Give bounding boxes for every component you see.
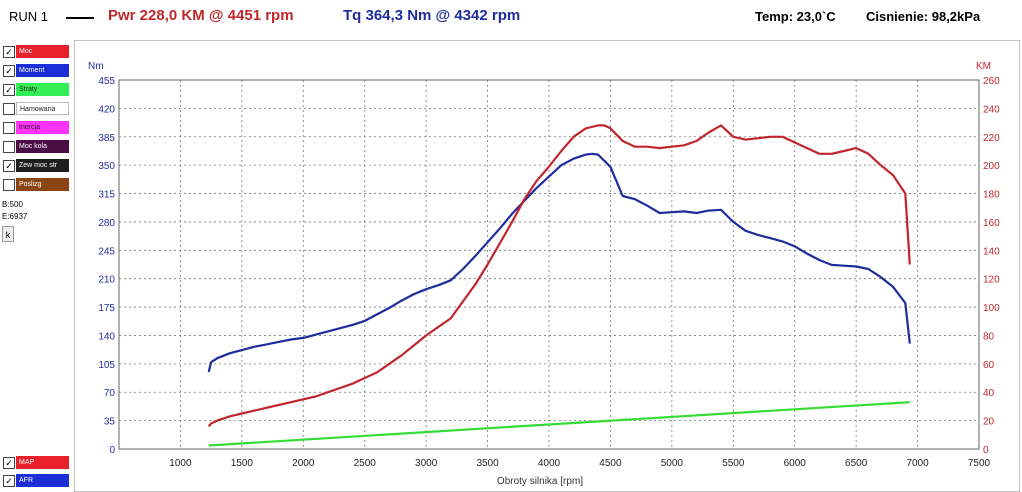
series-toggle-zew-moc-str[interactable]: ✓ Zew moc str	[3, 159, 69, 173]
x-tick-label: 5000	[661, 458, 684, 469]
checkbox[interactable]: ✓	[3, 84, 15, 96]
x-tick-label: 6500	[845, 458, 868, 469]
x-tick-label: 7500	[968, 458, 991, 469]
y-left-tick-label: 350	[98, 161, 115, 172]
series-line-moc	[207, 124, 911, 428]
y-left-tick-label: 0	[109, 445, 115, 456]
series-label: Hamowana	[16, 102, 69, 115]
y-right-tick-label: 260	[983, 76, 1000, 87]
right-axis-label: KM	[976, 61, 991, 72]
pressure-readout: Cisnienie: 98,2kPa	[866, 9, 981, 24]
series-label: Moment	[16, 64, 69, 77]
aux-toggle-afr[interactable]: ✓ AFR	[3, 474, 69, 488]
series-label: Inercja	[16, 121, 69, 134]
k-button[interactable]: k	[2, 226, 14, 242]
x-tick-label: 4500	[599, 458, 622, 469]
y-right-tick-label: 80	[983, 331, 995, 342]
begin-rpm-text: B:500	[2, 200, 23, 209]
run-line-sample	[66, 17, 94, 19]
series-label: Moc kola	[16, 140, 69, 153]
temperature-readout: Temp: 23,0`C	[755, 9, 836, 24]
y-right-tick-label: 0	[983, 445, 989, 456]
torque-readout: Tq 364,3 Nm @ 4342 rpm	[343, 7, 521, 24]
series-label: AFR	[16, 474, 69, 487]
y-right-tick-label: 220	[983, 133, 1000, 144]
y-left-tick-label: 175	[98, 303, 115, 314]
y-left-tick-label: 245	[98, 246, 115, 257]
x-axis-label: Obroty silnika [rpm]	[497, 476, 583, 487]
chart-axes: 1000 1500 2000 2500 3000 3500 4000 4500 5000 5500…	[98, 76, 1000, 469]
y-right-tick-label: 60	[983, 360, 995, 371]
series-toggle-straty[interactable]: ✓ Straty	[3, 83, 69, 97]
x-tick-label: 5500	[722, 458, 745, 469]
checkbox[interactable]: ✓	[3, 160, 15, 172]
series-toggle-moc[interactable]: ✓ Moc	[3, 45, 69, 59]
aux-toggle-map[interactable]: ✓ MAP	[3, 456, 69, 470]
y-left-tick-label: 315	[98, 190, 115, 201]
y-right-tick-label: 100	[983, 303, 1000, 314]
x-tick-label: 1000	[169, 458, 192, 469]
y-right-tick-label: 40	[983, 388, 995, 399]
x-tick-label: 3500	[476, 458, 499, 469]
y-right-tick-label: 140	[983, 246, 1000, 257]
series-toggle-inercja[interactable]: Inercja	[3, 121, 69, 135]
series-label: MAP	[16, 456, 69, 469]
dyno-chart: 1000 1500 2000 2500 3000 3500 4000 4500 5000 5500…	[74, 40, 1020, 492]
y-left-tick-label: 35	[104, 417, 116, 428]
x-tick-label: 3000	[415, 458, 438, 469]
checkbox[interactable]: ✓	[3, 475, 15, 487]
series-label: Zew moc str	[16, 159, 69, 172]
y-left-tick-label: 105	[98, 360, 115, 371]
x-tick-label: 7000	[906, 458, 929, 469]
checkbox[interactable]	[3, 103, 15, 115]
series-label: Moc	[16, 45, 69, 58]
header-bar: RUN 1 Pwr 228,0 KM @ 4451 rpm Tq 364,3 N…	[0, 0, 1022, 36]
y-left-tick-label: 70	[104, 388, 116, 399]
chart-series	[207, 124, 911, 447]
x-tick-label: 2500	[354, 458, 377, 469]
series-label: Straty	[16, 83, 69, 96]
y-left-tick-label: 280	[98, 218, 115, 229]
checkbox[interactable]: ✓	[3, 46, 15, 58]
series-panel: ✓ Moc ✓ Moment ✓ Straty Hamowana Inercja Moc kol…	[0, 40, 74, 492]
y-right-tick-label: 180	[983, 190, 1000, 201]
series-toggle-moment[interactable]: ✓ Moment	[3, 64, 69, 78]
x-tick-label: 1500	[231, 458, 254, 469]
power-readout: Pwr 228,0 KM @ 4451 rpm	[108, 7, 294, 24]
x-tick-label: 6000	[784, 458, 807, 469]
series-line-straty	[208, 401, 910, 447]
y-right-tick-label: 200	[983, 161, 1000, 172]
y-left-tick-label: 455	[98, 76, 115, 87]
y-right-tick-label: 160	[983, 218, 1000, 229]
y-right-tick-label: 240	[983, 104, 1000, 115]
x-tick-label: 2000	[292, 458, 315, 469]
checkbox[interactable]: ✓	[3, 457, 15, 469]
checkbox[interactable]	[3, 122, 15, 134]
y-right-tick-label: 20	[983, 417, 995, 428]
series-line-moment	[207, 152, 911, 373]
y-left-tick-label: 420	[98, 104, 115, 115]
end-rpm-text: E:6937	[2, 212, 28, 221]
y-left-tick-label: 210	[98, 275, 115, 286]
left-axis-label: Nm	[88, 61, 104, 72]
y-left-tick-label: 140	[98, 331, 115, 342]
series-toggle-moc-kola[interactable]: Moc kola	[3, 140, 69, 154]
series-toggle-poslizg[interactable]: Poslizg	[3, 178, 69, 192]
x-tick-label: 4000	[538, 458, 561, 469]
series-label: Poslizg	[16, 178, 69, 191]
run-label: RUN 1	[9, 9, 49, 24]
checkbox[interactable]: ✓	[3, 65, 15, 77]
checkbox[interactable]	[3, 141, 15, 153]
y-right-tick-label: 120	[983, 275, 1000, 286]
y-left-tick-label: 385	[98, 133, 115, 144]
checkbox[interactable]	[3, 179, 15, 191]
series-toggle-hamowana[interactable]: Hamowana	[3, 102, 69, 116]
